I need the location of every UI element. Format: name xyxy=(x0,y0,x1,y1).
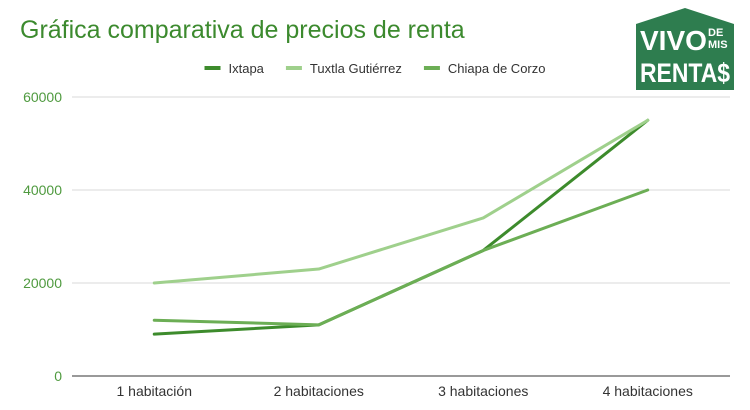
chart-grid xyxy=(72,96,730,377)
vivo-de-mis-rentas-logo: VIVO DE MIS RENTA$ xyxy=(636,8,734,90)
y-tick-label: 20000 xyxy=(23,275,62,291)
legend-label: Ixtapa xyxy=(229,61,265,76)
logo-line2: RENTA$ xyxy=(640,58,730,88)
series-line xyxy=(152,118,650,336)
y-tick-label: 0 xyxy=(54,368,62,384)
x-tick-label: 4 habitaciones xyxy=(603,383,693,399)
chart-title: Gráfica comparativa de precios de renta xyxy=(20,16,465,44)
x-axis-ticks: 1 habitación 2 habitaciones 3 habitaciones… xyxy=(116,383,692,399)
y-tick-label: 60000 xyxy=(23,89,62,105)
logo-line1: VIVO xyxy=(640,25,707,56)
legend-label: Chiapa de Corzo xyxy=(448,61,546,76)
chart-legend: Ixtapa Tuxtla Gutiérrez Chiapa de Corzo xyxy=(204,61,546,76)
y-axis-ticks: 0 20000 40000 60000 xyxy=(23,89,62,384)
series-line xyxy=(152,118,650,285)
logo-small-bottom: MIS xyxy=(708,39,728,51)
x-tick-label: 2 habitaciones xyxy=(274,383,364,399)
chart-series xyxy=(152,118,650,336)
x-tick-label: 1 habitación xyxy=(116,383,192,399)
legend-label: Tuxtla Gutiérrez xyxy=(310,61,402,76)
y-tick-label: 40000 xyxy=(23,182,62,198)
logo-small-top: DE xyxy=(708,27,723,39)
x-tick-label: 3 habitaciones xyxy=(438,383,528,399)
series-line xyxy=(152,188,650,327)
